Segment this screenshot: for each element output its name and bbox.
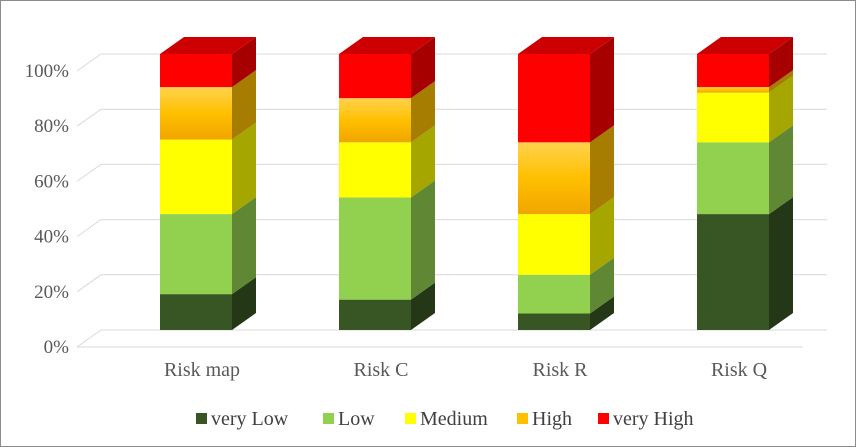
bar-segment xyxy=(518,197,614,275)
bar-segment xyxy=(697,37,793,88)
bars xyxy=(160,37,793,330)
bar-segment xyxy=(518,296,614,330)
y-tick-label: 60% xyxy=(34,171,69,192)
legend-item: High xyxy=(517,408,572,430)
bar-segment xyxy=(697,75,793,143)
value-axis: 0% 20% 40% 60% 80% 100% xyxy=(25,61,70,358)
x-tick-label: Risk Q xyxy=(711,359,768,381)
bar-segment xyxy=(339,81,435,143)
legend-swatch xyxy=(323,413,334,424)
bar-segment xyxy=(697,70,793,93)
bar-stack xyxy=(339,37,435,330)
bar-segment xyxy=(160,37,256,88)
bar-stack xyxy=(697,37,793,330)
legend-swatch xyxy=(598,413,609,424)
legend-swatch xyxy=(405,413,416,424)
y-tick-label: 80% xyxy=(34,116,69,137)
y-tick-label: 100% xyxy=(25,61,70,82)
bar-segment xyxy=(518,125,614,215)
legend-item: Medium xyxy=(405,408,488,430)
bar-segment xyxy=(518,257,614,314)
bar-segment xyxy=(160,197,256,295)
bar-segment xyxy=(160,122,256,215)
y-tick-label: 20% xyxy=(34,282,69,303)
bar-stack xyxy=(160,37,256,330)
bar-stack xyxy=(518,37,614,330)
category-axis: Risk map Risk C Risk R Risk Q xyxy=(164,359,768,381)
y-tick-label: 40% xyxy=(34,227,69,248)
legend-label: very High xyxy=(613,408,694,430)
legend-swatch xyxy=(517,413,528,424)
bar-segment xyxy=(518,37,614,143)
gridlines xyxy=(76,53,827,348)
legend: very Low Low Medium High very High xyxy=(196,408,694,430)
y-tick-label: 0% xyxy=(44,337,70,358)
bar-segment xyxy=(339,125,435,198)
legend-item: very High xyxy=(598,408,694,430)
legend-item: Low xyxy=(323,408,375,430)
bar-segment xyxy=(339,37,435,99)
legend-label: Low xyxy=(338,408,375,430)
legend-label: very Low xyxy=(211,408,289,430)
x-tick-label: Risk C xyxy=(353,359,408,381)
bar-segment xyxy=(697,197,793,330)
legend-label: High xyxy=(532,408,572,430)
gridline xyxy=(76,329,827,348)
bar-segment xyxy=(339,282,435,330)
x-tick-label: Risk R xyxy=(532,359,588,381)
legend-label: Medium xyxy=(420,408,488,430)
x-tick-label: Risk map xyxy=(164,359,240,381)
legend-item: very Low xyxy=(196,408,289,430)
bar-segment xyxy=(160,277,256,330)
bar-segment xyxy=(697,125,793,215)
legend-swatch xyxy=(196,413,207,424)
bar-segment xyxy=(339,180,435,300)
bar-segment xyxy=(160,70,256,140)
